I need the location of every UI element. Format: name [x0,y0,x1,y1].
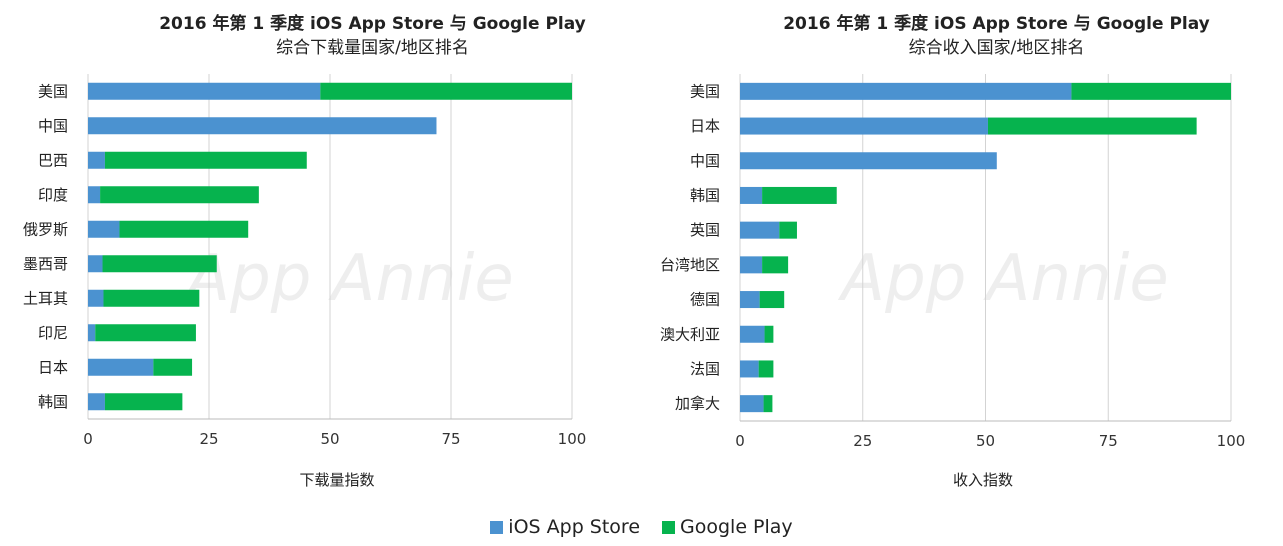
revenue-chart-title: 2016 年第 1 季度 iOS App Store 与 Google Play… [675,12,1283,60]
revenue-bar-ios [740,360,759,378]
revenue-bar-ios [740,152,997,170]
download-category-label: 印度 [38,186,68,204]
revenue-x-tick-label: 0 [735,432,745,450]
revenue-bar-google [762,256,789,274]
revenue-bar-ios [740,117,988,135]
revenue-x-tick-label: 50 [976,432,995,450]
download-chart-x-axis-label: 下载量指数 [299,471,375,489]
revenue-chart-title-line2: 综合收入国家/地区排名 [908,38,1085,58]
download-bar-google [102,255,217,273]
download-bar-google [104,151,307,169]
download-x-tick-label: 75 [441,430,460,448]
download-x-tick-label: 0 [83,430,93,448]
revenue-x-tick-label: 100 [1217,432,1246,450]
revenue-bar-google [764,325,774,343]
revenue-category-label: 法国 [690,360,720,378]
download-bar-google [119,220,249,238]
revenue-category-label: 日本 [690,117,720,135]
revenue-category-label: 德国 [690,291,720,309]
revenue-bar-ios [740,82,1072,100]
revenue-bar-google [1071,82,1231,100]
download-x-tick-label: 25 [199,430,218,448]
revenue-category-label: 韩国 [690,186,720,204]
download-bar-google [320,82,572,100]
chart-legend: iOS App Store Google Play [0,513,1283,541]
revenue-category-label: 加拿大 [675,395,720,413]
download-bar-ios [88,82,321,100]
download-watermark: App Annie [182,242,513,316]
download-chart-panel: 2016 年第 1 季度 iOS App Store 与 Google Play… [0,0,640,510]
download-bar-ios [88,358,154,376]
revenue-category-label: 中国 [690,152,720,170]
download-category-label: 土耳其 [23,289,68,307]
revenue-bar-ios [740,221,780,239]
legend-label-ios: iOS App Store [508,516,641,538]
download-bar-google [100,186,259,204]
download-bar-ios [88,220,120,238]
revenue-chart-title-line1: 2016 年第 1 季度 iOS App Store 与 Google Play [783,14,1210,34]
revenue-bar-google [762,186,837,204]
download-category-label: 巴西 [38,151,68,169]
revenue-x-tick-label: 75 [1099,432,1118,450]
revenue-category-label: 台湾地区 [660,256,720,274]
download-chart-title-line2: 综合下载量国家/地区排名 [276,38,469,58]
legend-item-ios: iOS App Store [490,516,640,538]
download-bar-ios [88,186,101,204]
revenue-bar-google [779,221,797,239]
revenue-x-tick-label: 25 [853,432,872,450]
download-bar-ios [88,255,103,273]
download-bar-ios [88,393,105,411]
download-bar-ios [88,324,96,342]
download-bar-ios [88,151,105,169]
download-chart-plot: App Annie 0 25 50 75 100 美国中国巴西印度俄罗斯墨西哥土耳其印尼日本… [23,74,587,448]
download-x-tick-label: 100 [558,430,587,448]
download-category-label: 俄罗斯 [23,220,68,238]
revenue-bar-google [758,360,774,378]
download-bar-google [153,358,193,376]
revenue-bar-google [759,291,785,309]
revenue-category-label: 美国 [690,82,720,100]
download-category-label: 韩国 [38,393,68,411]
download-bar-google [103,289,200,307]
legend-label-google: Google Play [680,516,793,538]
revenue-bar-google [763,395,773,413]
revenue-watermark: App Annie [837,242,1168,316]
revenue-category-label: 澳大利亚 [660,325,720,343]
download-category-label: 中国 [38,117,68,135]
revenue-chart-plot: App Annie 0 25 50 75 100 美国日本中国韩国英国台湾地区德国澳大利亚法… [660,74,1246,450]
download-category-label: 日本 [38,358,68,376]
legend-swatch-google [662,520,676,534]
revenue-bar-ios [740,256,763,274]
download-bar-ios [88,289,104,307]
revenue-bar-ios [740,291,760,309]
legend-swatch-ios [490,520,504,534]
legend-item-google: Google Play [662,516,793,538]
revenue-bar-ios [740,395,764,413]
revenue-bar-google [987,117,1197,135]
download-x-tick-label: 50 [320,430,339,448]
download-category-label: 美国 [38,82,68,100]
revenue-chart-x-axis-label: 收入指数 [952,471,1013,489]
download-chart-title-line1: 2016 年第 1 季度 iOS App Store 与 Google Play [159,14,586,34]
download-bar-google [104,393,183,411]
revenue-bar-ios [740,186,763,204]
revenue-category-label: 英国 [690,221,720,239]
download-bar-ios [88,117,437,135]
revenue-chart-panel: 2016 年第 1 季度 iOS App Store 与 Google Play… [640,0,1283,510]
download-category-label: 墨西哥 [23,255,68,273]
download-chart-title: 2016 年第 1 季度 iOS App Store 与 Google Play… [35,12,710,60]
download-category-label: 印尼 [38,324,68,342]
revenue-bar-ios [740,325,765,343]
download-bar-google [95,324,196,342]
